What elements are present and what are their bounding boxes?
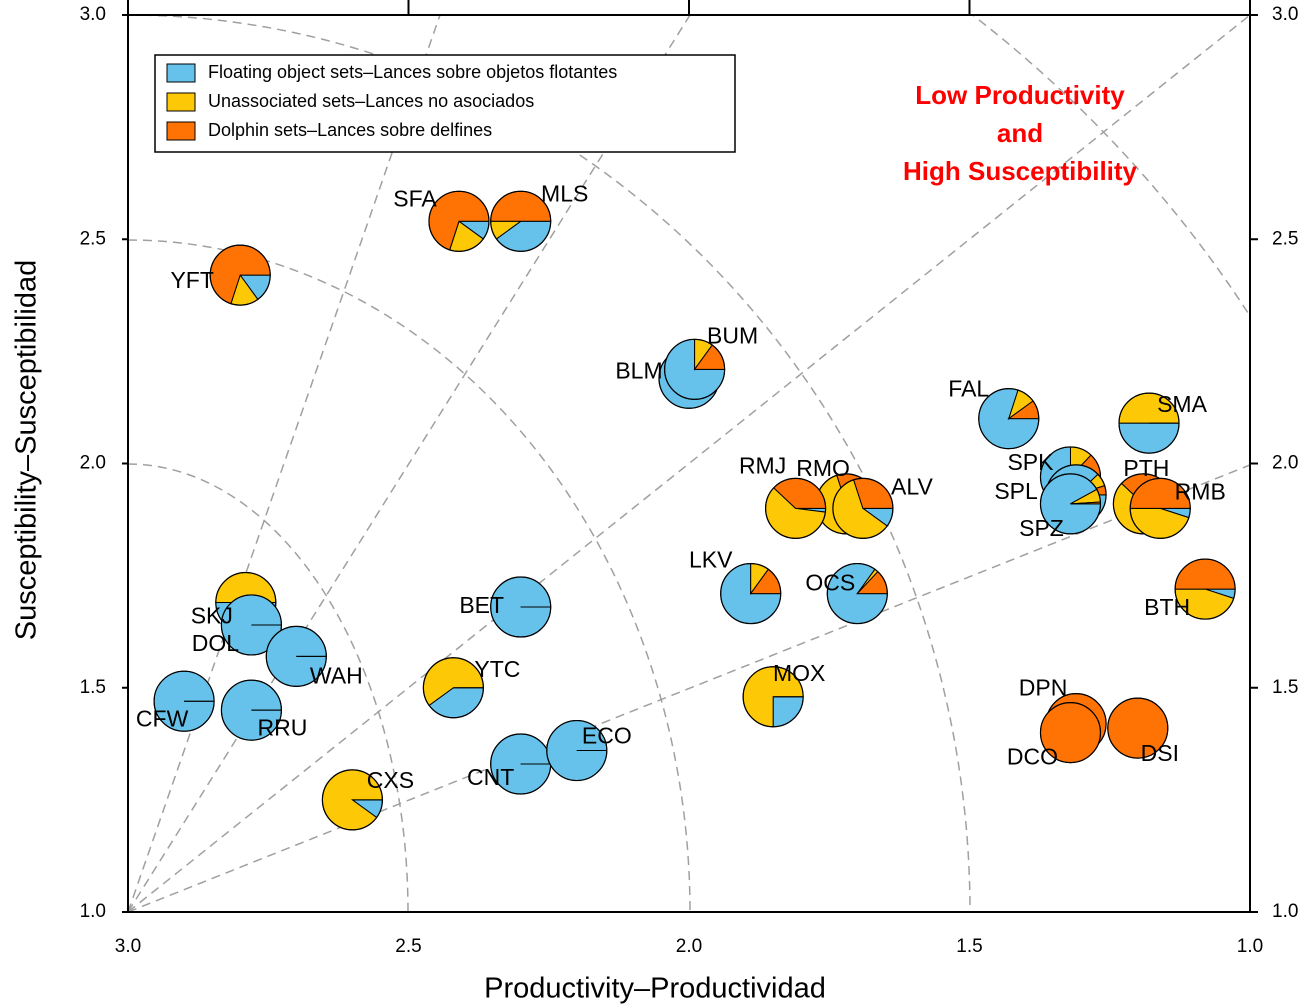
pie-outline	[153, 670, 215, 732]
point-label: RMB	[1175, 478, 1226, 504]
x-tick-label: 1.0	[1237, 936, 1263, 957]
point-label: DSI	[1141, 740, 1179, 766]
x-tick-label: 2.5	[395, 936, 421, 957]
pie-outline	[1129, 477, 1191, 539]
point-label: BET	[459, 592, 504, 618]
pie-outline	[742, 666, 804, 728]
reference-arc	[128, 239, 691, 912]
legend-swatch	[166, 92, 196, 112]
legend-box	[154, 54, 736, 153]
pie-outline	[209, 244, 271, 306]
point-label: SPK	[1007, 449, 1054, 475]
legend-swatch	[166, 63, 196, 83]
point-label: SMA	[1157, 391, 1208, 417]
pie-outline	[428, 190, 490, 252]
annotation-line: Low Productivity	[915, 80, 1125, 110]
pie-slice	[1118, 422, 1180, 454]
pie-outline	[1118, 392, 1180, 454]
point-label: CXS	[367, 767, 414, 793]
point-label: YFT	[170, 267, 213, 293]
reference-ray	[128, 15, 691, 912]
point-label: BUM	[707, 322, 758, 348]
point-label: LKV	[689, 547, 733, 573]
pie-outline	[265, 625, 327, 687]
pie-outline	[1039, 473, 1102, 535]
legend-label: Floating object sets–Lances sobre objeto…	[208, 62, 617, 82]
axes: 3.0 2.5 2.0 1.5 1.0 1.0 1.0 1.5 1.5 2.0 2.0 2.5 2.5 3…	[80, 0, 1298, 957]
point-label: SPZ	[1019, 515, 1064, 541]
pie-outline	[832, 477, 894, 539]
point-label: DPN	[1019, 675, 1068, 701]
pie-outline	[490, 576, 552, 638]
pie-outline	[978, 388, 1040, 450]
point-label: CNT	[467, 764, 514, 790]
y2-tick-label: 2.0	[1272, 453, 1298, 474]
point-label: MOX	[773, 660, 825, 686]
legend-label: Dolphin sets–Lances sobre delfines	[208, 120, 492, 140]
point-label: RMO	[796, 455, 850, 481]
pie-outline	[664, 338, 726, 400]
annotation: Low Productivity and High Susceptibility	[903, 80, 1138, 186]
y-axis-title: Susceptibility–Susceptibilidad	[11, 260, 43, 640]
pie-outline	[764, 477, 827, 539]
point-label: WAH	[310, 662, 363, 688]
reference-ray	[128, 15, 441, 912]
y-tick-label: 2.5	[80, 228, 106, 249]
point-label: BLM	[615, 357, 662, 383]
point-label: YTC	[474, 656, 520, 682]
point-label: PTH	[1123, 455, 1169, 481]
pie-outline	[490, 190, 552, 252]
x-tick-label: 2.0	[676, 936, 702, 957]
point-label: SPL	[994, 478, 1038, 504]
legend: Floating object sets–Lances sobre objeto…	[154, 54, 736, 153]
point-label: MLS	[541, 180, 588, 206]
legend-label: Unassociated sets–Lances no asociados	[208, 91, 534, 111]
y-tick-label: 2.0	[80, 453, 106, 474]
pie-outline	[220, 679, 283, 741]
pie-outline	[220, 594, 283, 656]
y2-tick-label: 1.5	[1272, 677, 1298, 698]
point-label: ECO	[582, 723, 632, 749]
y-tick-label: 1.0	[80, 901, 106, 922]
annotation-line: and	[997, 118, 1043, 148]
pie-outline	[720, 562, 782, 625]
point-label: BTH	[1144, 594, 1190, 620]
reference-ray	[128, 464, 1250, 912]
point-label: OCS	[805, 570, 855, 596]
point-label: FAL	[948, 376, 989, 402]
y2-tick-label: 3.0	[1272, 4, 1298, 25]
reference-arc	[128, 15, 971, 912]
point-label: ALV	[891, 473, 933, 499]
pie-outline	[321, 769, 383, 831]
y-tick-label: 3.0	[80, 4, 106, 25]
pie-slice	[1174, 558, 1236, 590]
x-axis-title: Productivity–Productividad	[484, 973, 826, 1005]
point-label: CFW	[136, 705, 189, 731]
y2-tick-label: 1.0	[1272, 901, 1298, 922]
point-label: RMJ	[739, 452, 786, 478]
point-label: DCO	[1007, 744, 1058, 770]
x-tick-label: 1.5	[956, 936, 982, 957]
pie-outline	[1174, 558, 1236, 620]
pie-outline	[1039, 701, 1102, 764]
pie-outline	[826, 562, 888, 625]
legend-swatch	[166, 121, 196, 141]
pie-outline	[546, 719, 608, 782]
pie-outline	[1107, 697, 1169, 759]
y2-tick-label: 2.5	[1272, 228, 1298, 249]
point-label: SKJ	[191, 603, 233, 629]
reference-arc	[128, 463, 409, 912]
point-label: SFA	[393, 185, 437, 211]
x-tick-label: 3.0	[115, 936, 141, 957]
y-tick-label: 1.5	[80, 677, 106, 698]
annotation-line: High Susceptibility	[903, 156, 1138, 186]
pie-outline	[422, 657, 484, 719]
point-label: DOL	[192, 630, 240, 656]
point-label: RRU	[257, 714, 307, 740]
